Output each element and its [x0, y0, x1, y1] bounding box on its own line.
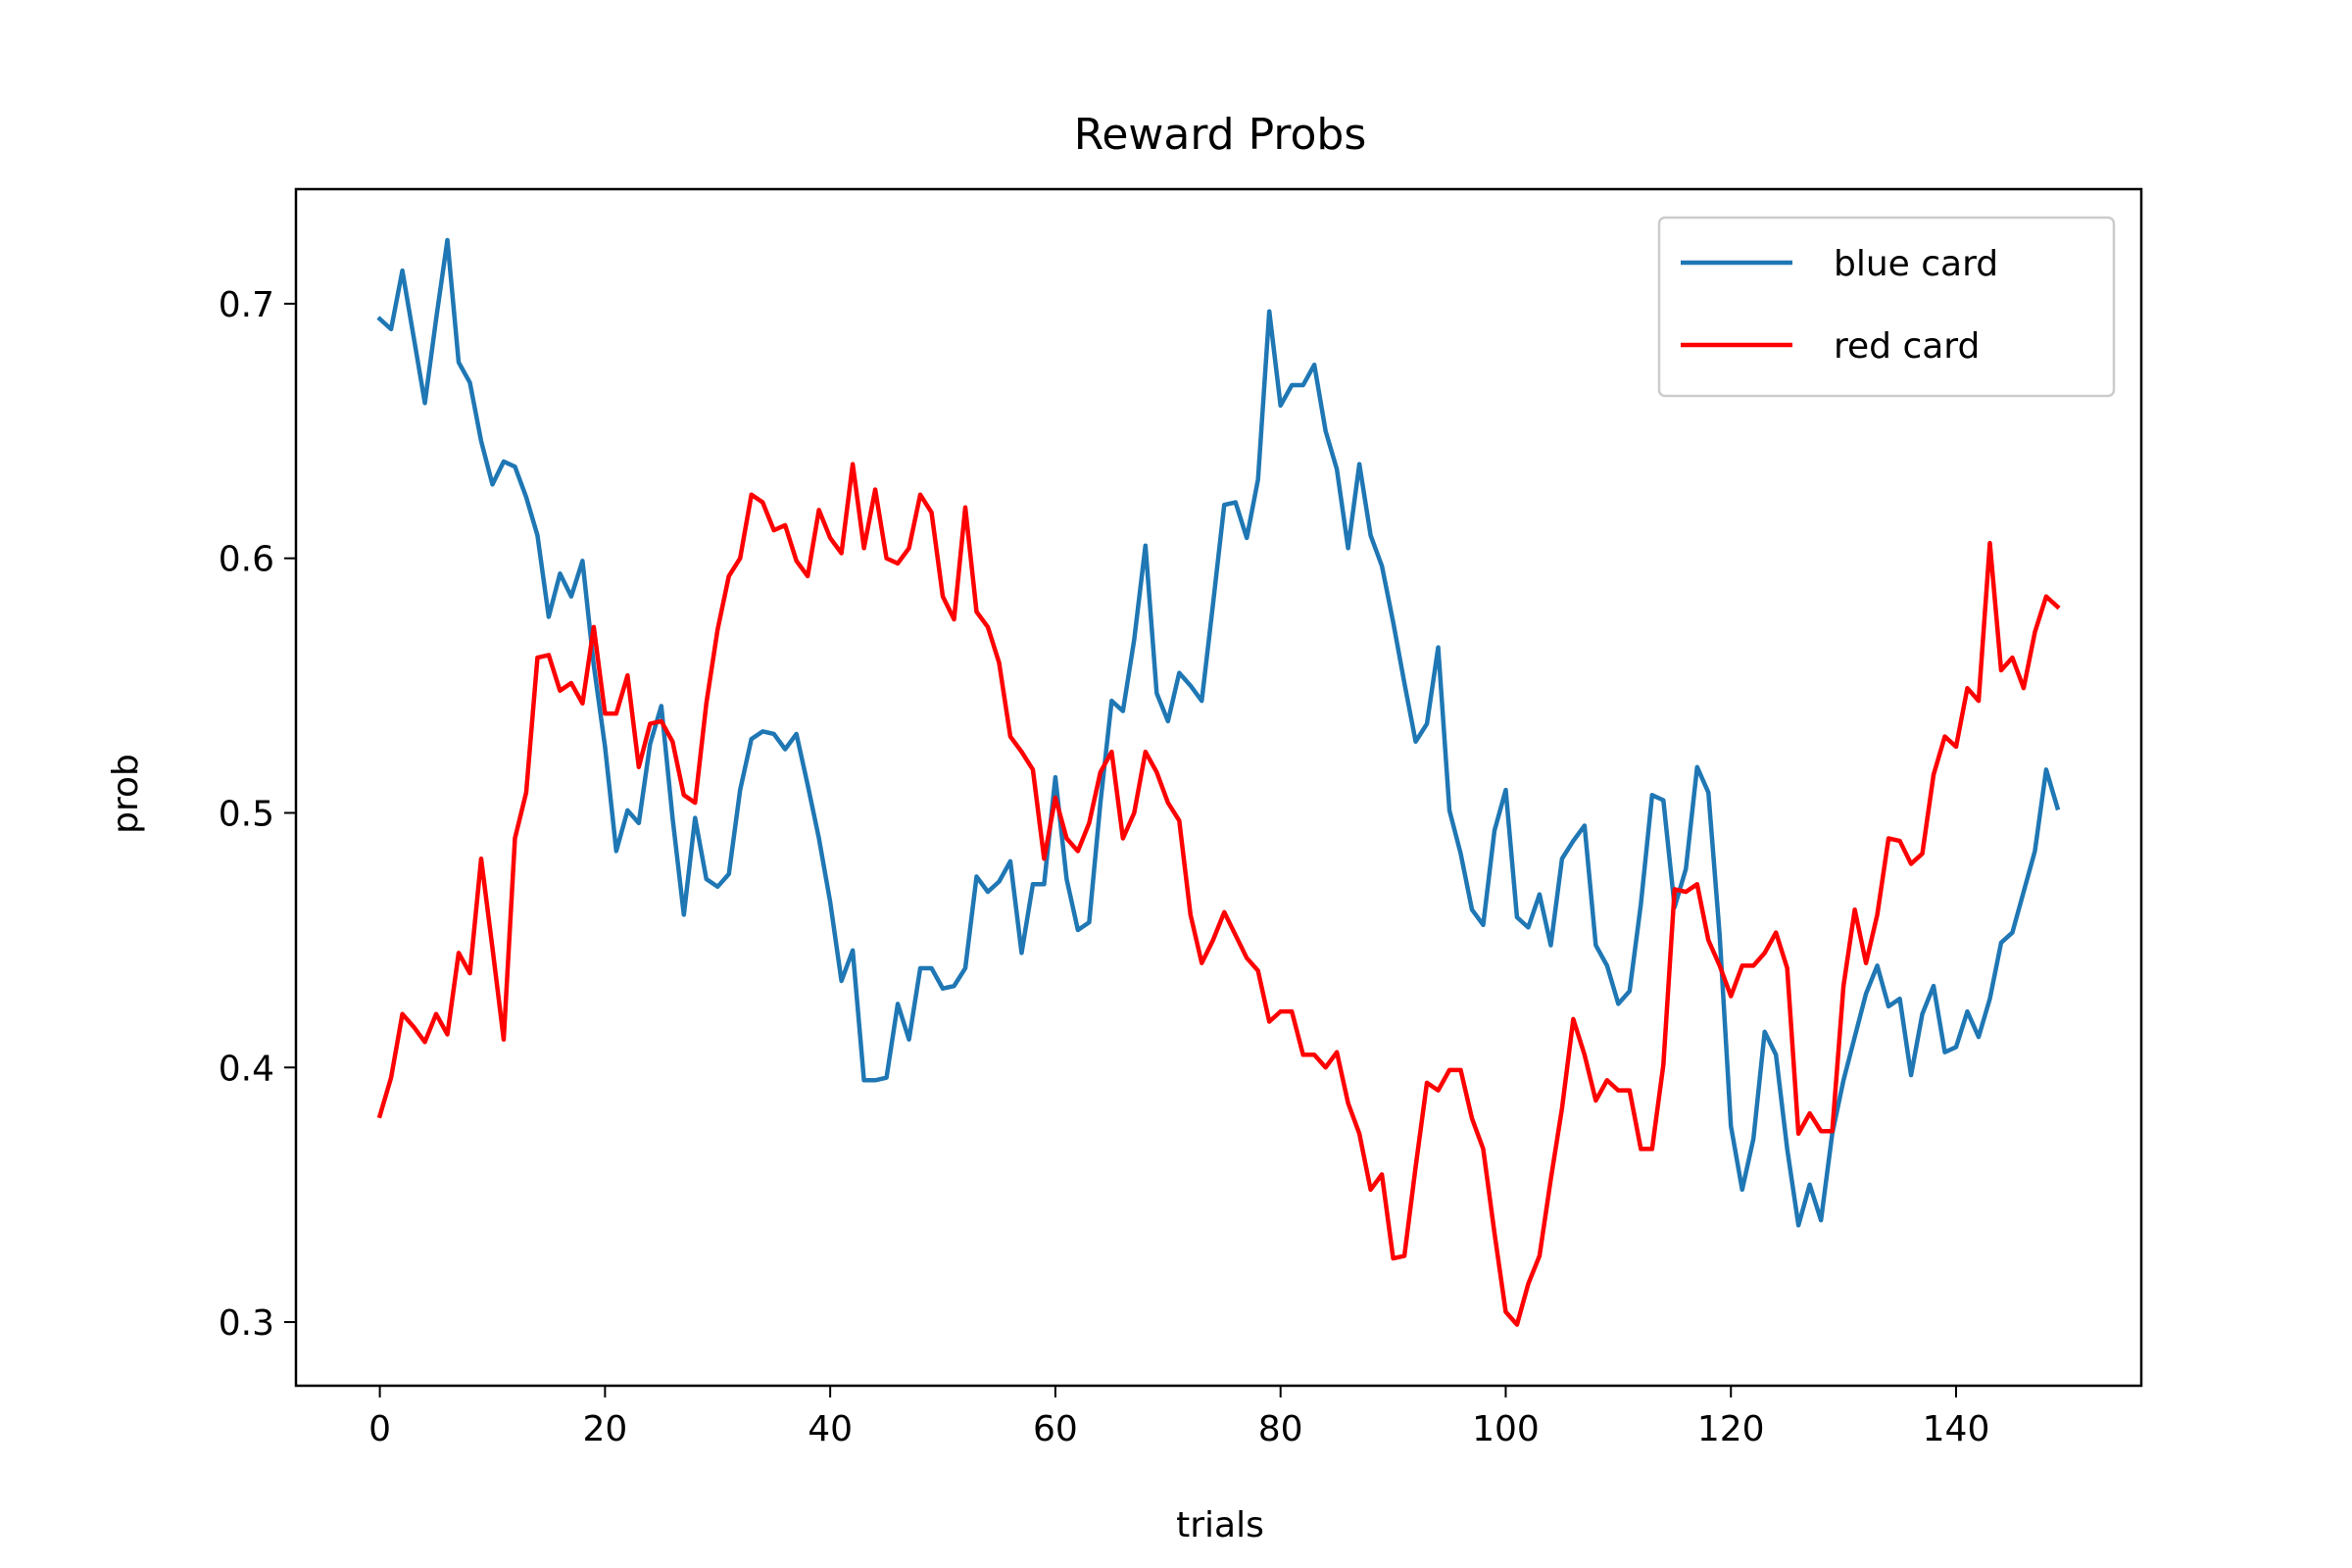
- x-tick-label: 60: [1033, 1409, 1078, 1449]
- y-axis-label: prob: [106, 754, 146, 834]
- plot-area: 0 20 40 60 80 100 120 140 0.3 0.4 0.5 0.6 0.7: [219, 187, 2143, 1449]
- y-tick-label: 0.6: [219, 540, 274, 580]
- x-tick-label: 120: [1697, 1409, 1765, 1449]
- x-tick-label: 0: [368, 1409, 391, 1449]
- x-tick-label: 40: [808, 1409, 853, 1449]
- y-tick-label: 0.7: [219, 285, 274, 325]
- series-line-red-card: [376, 462, 2061, 1327]
- x-tick-label: 80: [1258, 1409, 1303, 1449]
- legend-label: red card: [1834, 326, 1980, 367]
- y-tick-label: 0.5: [219, 794, 274, 834]
- x-tick-label: 20: [582, 1409, 627, 1449]
- x-tick-label: 140: [1923, 1409, 1990, 1449]
- chart-title: Reward Probs: [1074, 110, 1367, 160]
- legend-label: blue card: [1834, 244, 1998, 284]
- x-tick-label: 100: [1472, 1409, 1540, 1449]
- plot-frame: [294, 187, 2143, 1388]
- legend: blue card red card: [1657, 216, 2116, 398]
- y-tick-label: 0.3: [219, 1303, 274, 1344]
- x-axis-label: trials: [1176, 1505, 1264, 1545]
- y-tick-label: 0.4: [219, 1049, 274, 1089]
- series-line-blue-card: [376, 237, 2061, 1228]
